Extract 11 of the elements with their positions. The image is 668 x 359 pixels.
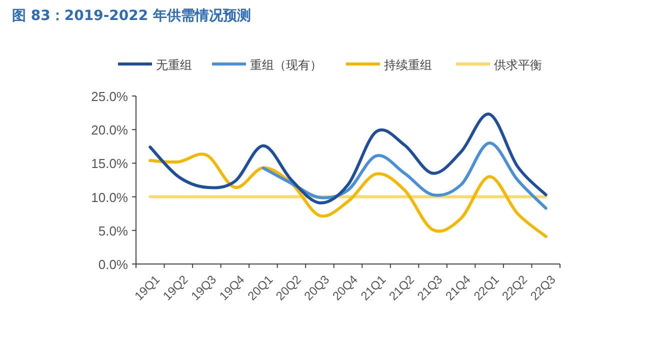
y-tick-label: 0.0% [98,257,128,272]
legend-label: 持续重组 [384,58,432,72]
legend-label: 供求平衡 [494,58,542,72]
y-tick-label: 10.0% [91,190,128,205]
chart-title: 图 83：2019-2022 年供需情况预测 [12,8,251,24]
legend-label: 重组（现有） [250,58,322,72]
y-tick-label: 5.0% [98,223,128,238]
y-tick-label: 20.0% [91,122,128,138]
legend-label: 无重组 [156,58,192,72]
y-tick-label: 15.0% [91,156,128,172]
y-tick-label: 25.0% [91,89,128,104]
